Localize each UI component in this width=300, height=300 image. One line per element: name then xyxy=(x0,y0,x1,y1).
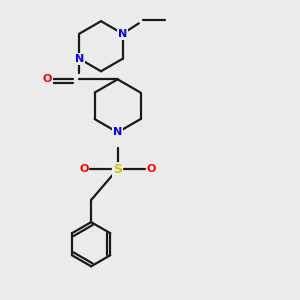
Text: O: O xyxy=(147,164,156,174)
Text: S: S xyxy=(113,163,122,176)
Text: N: N xyxy=(113,127,122,137)
Text: N: N xyxy=(75,54,84,64)
Text: N: N xyxy=(118,29,127,39)
Text: O: O xyxy=(42,74,52,84)
Text: O: O xyxy=(79,164,88,174)
